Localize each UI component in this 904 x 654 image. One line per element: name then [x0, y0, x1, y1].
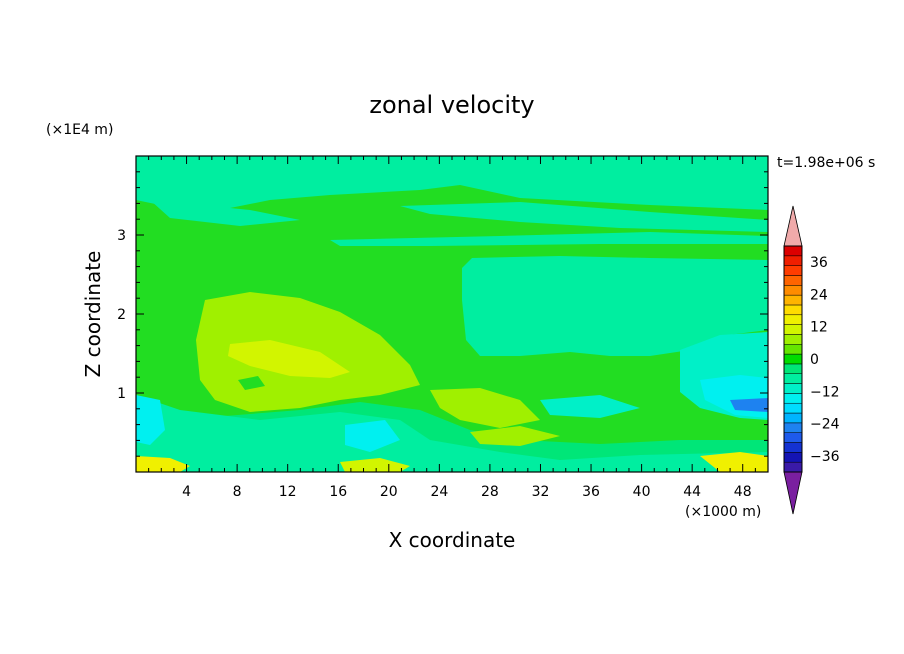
- y-tick-label: 2: [117, 307, 126, 323]
- colorbar-tick-label: 24: [810, 287, 828, 303]
- y-tick-label: 1: [117, 386, 126, 402]
- colorbar-band: [783, 442, 803, 453]
- upper-cyan-band-3: [400, 202, 768, 232]
- mid-cyan-streak: [540, 395, 640, 418]
- x-tick-label: 36: [582, 484, 600, 500]
- time-label: t=1.98e+06 s: [777, 155, 875, 171]
- colorbar-tick-label: 0: [810, 352, 819, 368]
- colorbar-band: [783, 363, 803, 374]
- colorbar: 36 24 12 0 −12 −24 −36: [783, 205, 840, 515]
- colorbar-band: [783, 373, 803, 384]
- colorbar-band: [783, 393, 803, 404]
- surface-yellow-left: [136, 456, 190, 472]
- x-tick-label: 8: [233, 484, 242, 500]
- x-tick-label: 20: [380, 484, 398, 500]
- colorbar-band: [783, 275, 803, 286]
- x-tick-label: 32: [532, 484, 550, 500]
- colorbar-band: [783, 334, 803, 345]
- upper-cyan-band-4: [330, 232, 768, 246]
- colorbar-band: [783, 314, 803, 325]
- y-axis-title: Z coordinate: [81, 251, 105, 378]
- colorbar-band: [783, 265, 803, 276]
- velocity-contour-field: [136, 156, 768, 472]
- colorbar-tick-label: 36: [810, 255, 828, 271]
- colorbar-band: [783, 255, 803, 266]
- chart-title: zonal velocity: [369, 91, 534, 119]
- left-cyan-patch: [136, 395, 165, 445]
- upper-cyan-band-1: [136, 156, 768, 212]
- x-tick-label: 12: [279, 484, 297, 500]
- x-axis-title: X coordinate: [389, 528, 516, 552]
- colorbar-band: [783, 452, 803, 463]
- lower-cyan-layer: [136, 395, 768, 472]
- x-tick-label: 40: [633, 484, 651, 500]
- colorbar-band: [783, 344, 803, 355]
- colorbar-band: [783, 353, 803, 365]
- colorbar-tick-label: −24: [810, 417, 840, 433]
- jet-core: [228, 340, 350, 378]
- surface-yellow-right: [700, 452, 768, 472]
- colorbar-band: [783, 324, 803, 335]
- x-tick-label: 28: [481, 484, 499, 500]
- x-tick-label: 48: [734, 484, 752, 500]
- colorbar-band: [783, 432, 803, 443]
- colorbar-band: [783, 245, 803, 257]
- center-cyan-patch: [345, 420, 400, 452]
- upper-cyan-band-2: [150, 200, 300, 226]
- colorbar-band: [783, 402, 803, 414]
- colorbar-band: [783, 294, 803, 306]
- colorbar-tick-label: −36: [810, 449, 840, 465]
- x-tick-label: 44: [683, 484, 701, 500]
- lower-yellow-green-streak-2: [470, 426, 560, 446]
- colorbar-tick-label: −12: [810, 384, 840, 400]
- y-unit-label: (×1E4 m): [46, 122, 113, 138]
- surface-green-yellow: [340, 458, 410, 472]
- colorbar-band: [783, 422, 803, 433]
- colorbar-band: [783, 304, 803, 316]
- x-tick-label: 16: [329, 484, 347, 500]
- colorbar-frame: [783, 245, 803, 473]
- colorbar-band: [783, 285, 803, 296]
- y-tick-label: 3: [117, 228, 126, 244]
- colorbar-band: [783, 383, 803, 394]
- x-unit-label: (×1000 m): [685, 504, 761, 520]
- lower-yellow-green-streak: [430, 388, 540, 428]
- jet-hole: [238, 376, 265, 390]
- colorbar-band: [783, 461, 803, 473]
- right-cyan-region: [462, 256, 768, 356]
- colorbar-band: [783, 412, 803, 424]
- right-blue-pocket: [730, 398, 768, 412]
- x-tick-label: 24: [430, 484, 448, 500]
- colorbar-tick-label: 12: [810, 320, 828, 336]
- colorbar-upper-arrow: [783, 205, 803, 247]
- x-tick-label: 4: [182, 484, 191, 500]
- colorbar-lower-arrow: [783, 471, 803, 515]
